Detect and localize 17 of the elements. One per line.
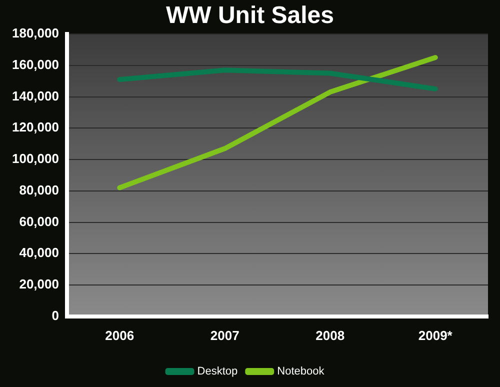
y-tick-label: 180,000 <box>12 26 59 41</box>
y-tick-label: 0 <box>52 308 59 323</box>
y-tick-label: 120,000 <box>12 120 59 135</box>
x-tick-label: 2007 <box>210 328 240 343</box>
y-tick-label: 20,000 <box>19 276 59 292</box>
chart-title: WW Unit Sales <box>166 2 334 29</box>
y-tick-label: 60,000 <box>19 214 59 229</box>
x-tick-label: 2006 <box>105 328 134 343</box>
x-tick-label: 2009* <box>418 328 454 343</box>
y-tick-label: 40,000 <box>19 245 59 260</box>
legend-label: Desktop <box>197 366 238 378</box>
y-tick-label: 100,000 <box>12 151 59 166</box>
y-tick-label: 80,000 <box>19 182 59 198</box>
y-tick-label: 160,000 <box>12 56 59 72</box>
legend-label: Notebook <box>277 366 325 378</box>
x-tick-label: 2008 <box>316 328 345 343</box>
y-tick-label: 140,000 <box>12 88 59 104</box>
